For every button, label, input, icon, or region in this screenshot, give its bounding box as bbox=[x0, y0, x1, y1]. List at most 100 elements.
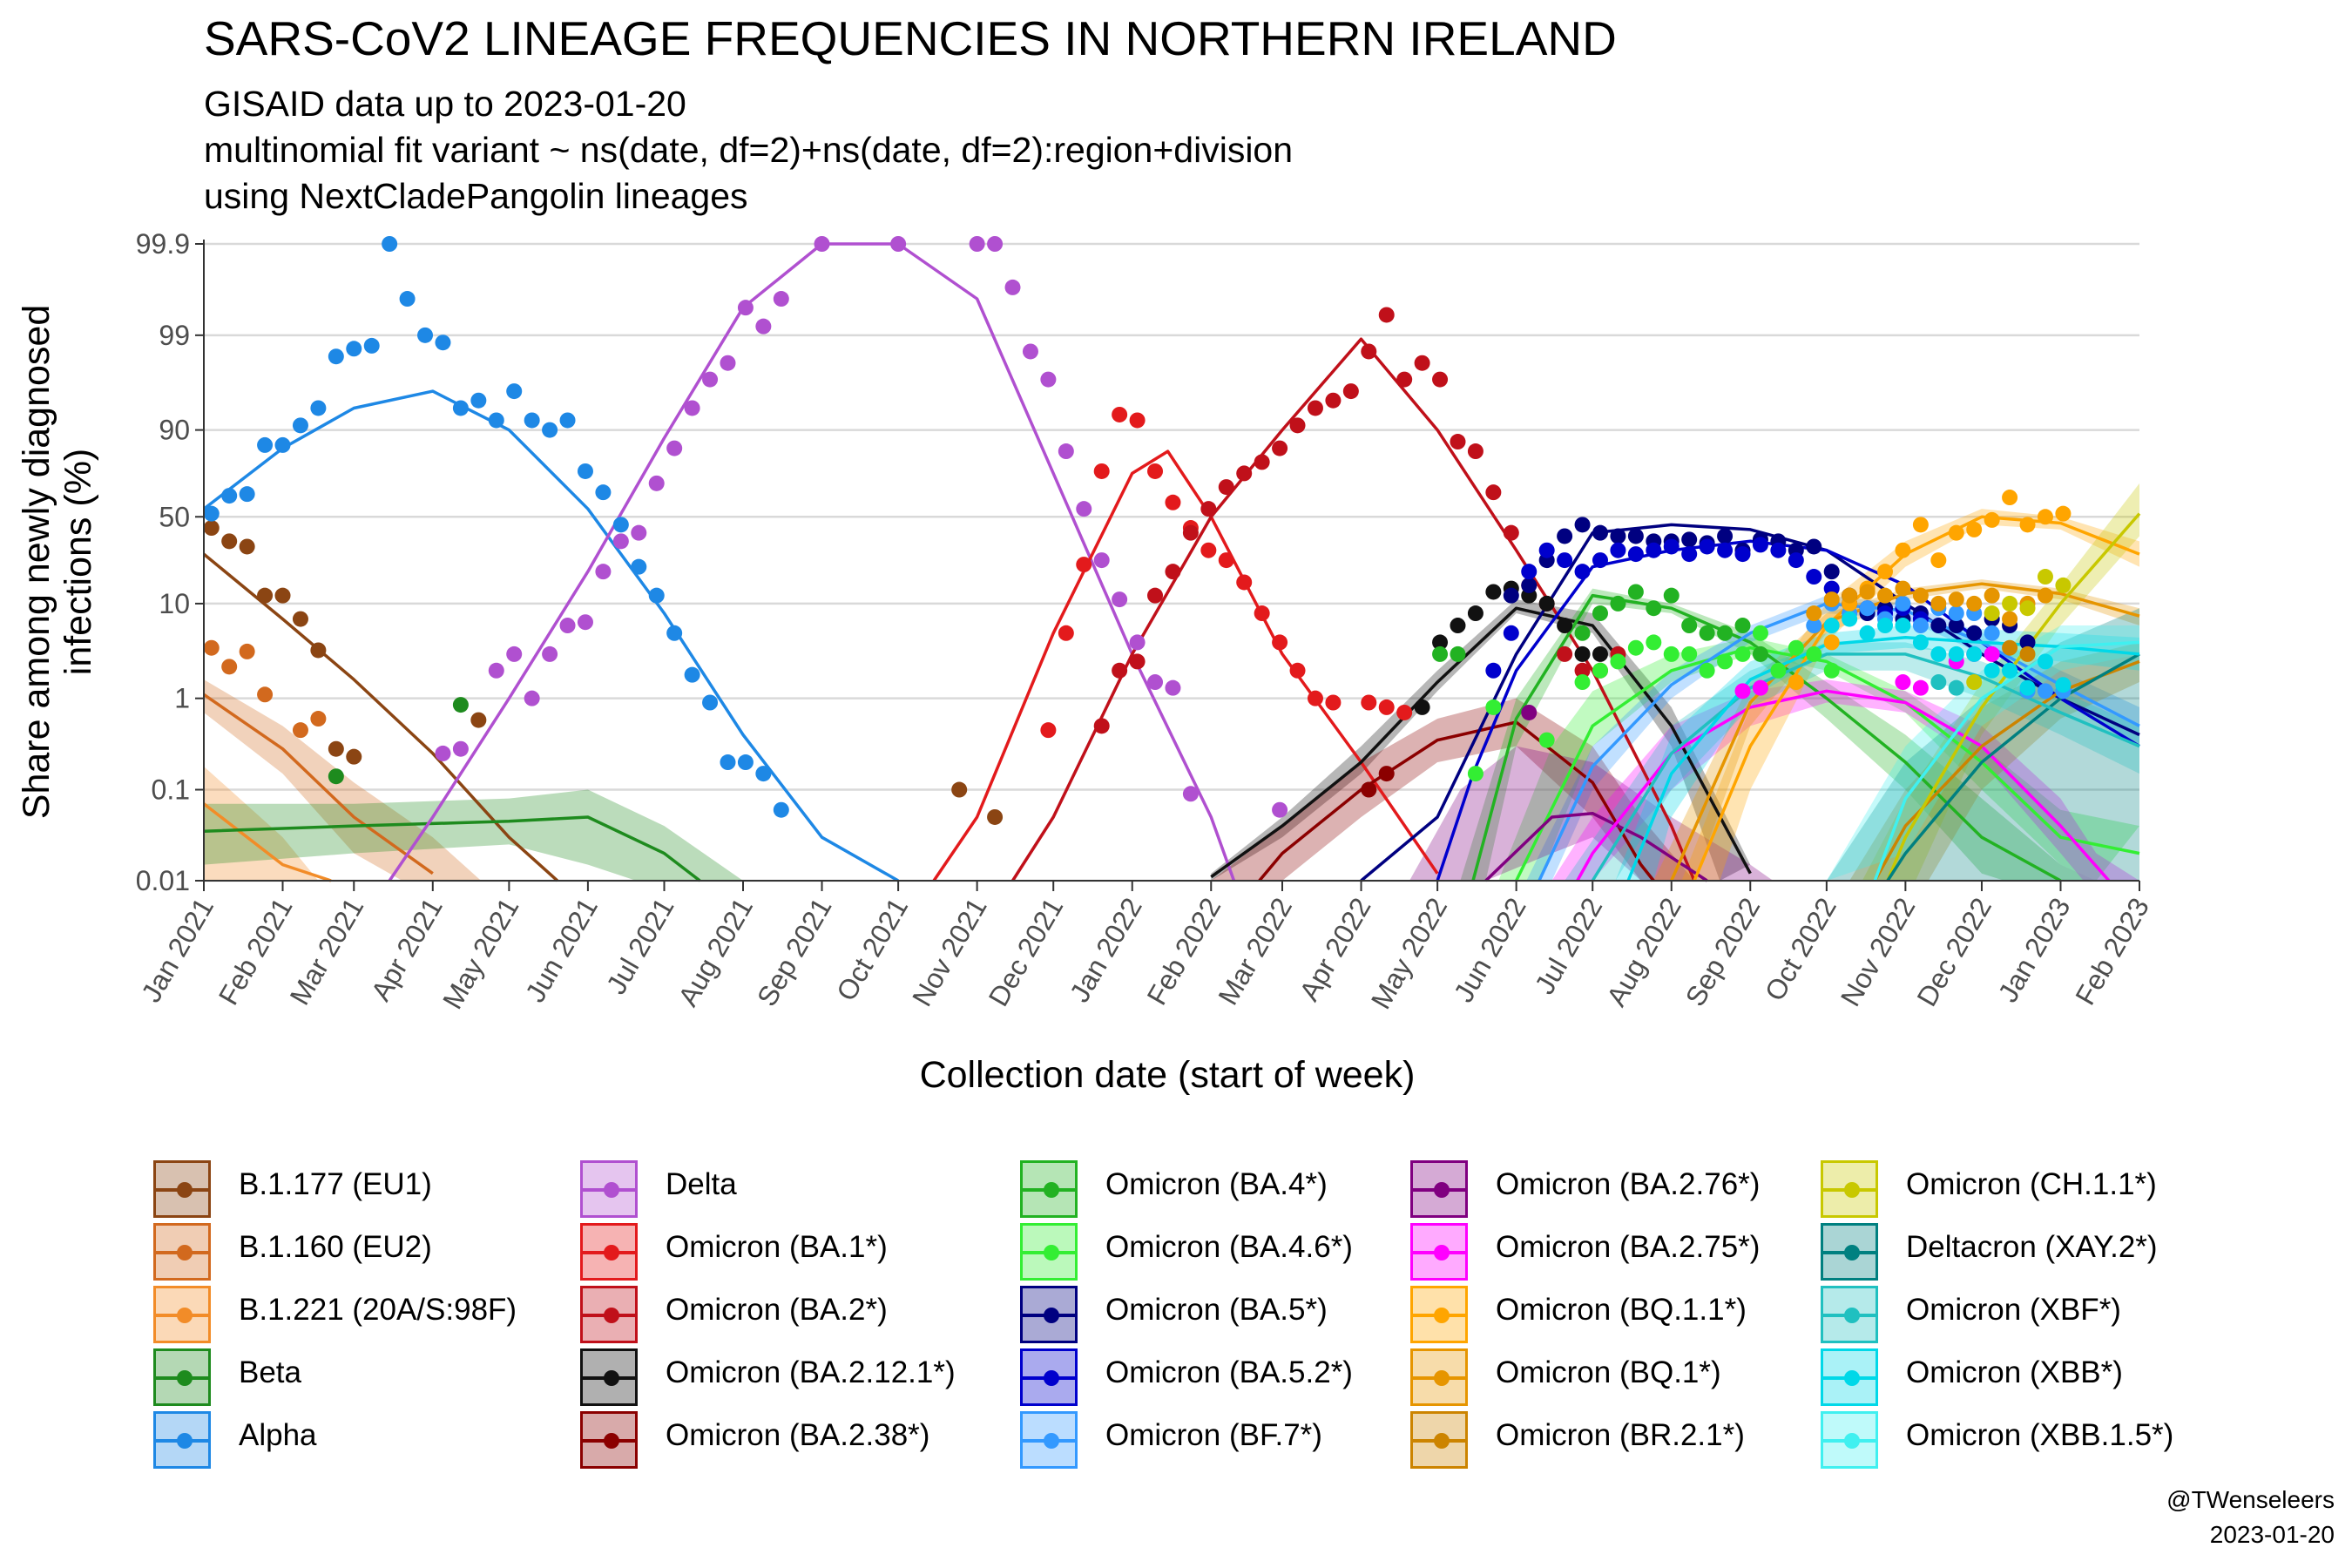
fit-line bbox=[1471, 593, 2062, 882]
data-point bbox=[2002, 639, 2018, 656]
data-point bbox=[1325, 694, 1342, 711]
data-point bbox=[737, 754, 754, 771]
fit-line bbox=[1626, 636, 2140, 882]
data-point bbox=[1877, 564, 1894, 580]
data-point bbox=[1236, 574, 1253, 591]
data-point bbox=[1574, 662, 1591, 679]
legend-item: Omicron (BR.2.1*) bbox=[1410, 1409, 1898, 1470]
x-tick-label: Oct 2022 bbox=[1759, 893, 1842, 1006]
data-point bbox=[1200, 542, 1217, 558]
data-point bbox=[257, 587, 274, 604]
confidence-band bbox=[1211, 698, 1695, 881]
data-point bbox=[2019, 517, 2036, 533]
data-point bbox=[1574, 645, 1591, 662]
fit-line bbox=[1886, 652, 2140, 882]
x-tick-label: Jan 2023 bbox=[1992, 893, 2077, 1008]
data-point bbox=[2037, 683, 2053, 700]
fit-line bbox=[202, 802, 332, 882]
legend-swatch bbox=[1410, 1223, 1468, 1281]
data-point bbox=[488, 662, 504, 679]
data-point bbox=[1752, 645, 1768, 662]
data-point bbox=[1521, 564, 1538, 580]
data-point bbox=[203, 639, 220, 656]
legend-swatch bbox=[153, 1286, 211, 1343]
data-point bbox=[452, 740, 469, 757]
data-point bbox=[1895, 618, 1911, 634]
legend-item: Beta bbox=[153, 1347, 641, 1408]
data-point bbox=[2055, 505, 2072, 522]
confidence-band bbox=[1681, 509, 2139, 881]
data-point bbox=[1699, 538, 1715, 555]
fit-line bbox=[1591, 652, 2140, 882]
legend-swatch bbox=[153, 1411, 211, 1469]
data-point bbox=[1236, 465, 1253, 482]
data-point bbox=[1467, 443, 1484, 460]
data-point bbox=[1734, 645, 1751, 662]
data-point bbox=[1307, 400, 1323, 416]
data-point bbox=[1361, 343, 1377, 360]
fit-line bbox=[203, 693, 434, 875]
data-point bbox=[1984, 605, 2000, 622]
data-point bbox=[328, 348, 344, 365]
data-point bbox=[1521, 704, 1538, 720]
data-point bbox=[2002, 611, 2018, 627]
legend-item: Omicron (BA.5*) bbox=[1020, 1284, 1508, 1345]
data-point bbox=[1912, 618, 1929, 634]
confidence-band bbox=[1498, 637, 2139, 881]
chart-title: SARS-CoV2 LINEAGE FREQUENCIES IN NORTHER… bbox=[204, 11, 1617, 65]
y-axis-title-line: infections (%) bbox=[57, 449, 99, 675]
fit-line bbox=[1873, 659, 2140, 882]
data-point bbox=[452, 400, 469, 416]
legend-item: Omicron (BQ.1.1*) bbox=[1410, 1284, 1898, 1345]
data-point bbox=[1823, 662, 1840, 679]
data-point bbox=[1574, 517, 1591, 533]
x-tick-label: Dec 2022 bbox=[1910, 893, 1997, 1012]
data-point bbox=[1806, 618, 1822, 634]
legend-label: Omicron (BQ.1*) bbox=[1496, 1355, 1721, 1389]
data-point bbox=[631, 558, 647, 575]
data-point bbox=[702, 371, 719, 388]
x-tick-label: Jan 2022 bbox=[1064, 893, 1148, 1008]
data-point bbox=[1503, 524, 1519, 541]
legend-item: B.1.221 (20A/S:98F) bbox=[153, 1284, 641, 1345]
legend-swatch bbox=[580, 1348, 638, 1406]
data-point bbox=[417, 327, 434, 343]
data-point bbox=[2002, 595, 2018, 612]
data-point bbox=[969, 236, 985, 252]
legend-label: Omicron (BA.2*) bbox=[666, 1293, 888, 1327]
data-point bbox=[1984, 645, 2000, 662]
data-point bbox=[1770, 542, 1787, 558]
data-point bbox=[595, 484, 612, 501]
data-point bbox=[1165, 494, 1181, 510]
data-point bbox=[542, 422, 558, 438]
data-point bbox=[577, 614, 593, 631]
fit-curves bbox=[202, 242, 2141, 882]
legend-item: Omicron (BA.2.12.1*) bbox=[580, 1347, 1068, 1408]
data-point bbox=[1432, 645, 1449, 662]
legend-swatch bbox=[153, 1348, 211, 1406]
fit-line bbox=[932, 449, 1439, 882]
data-point bbox=[292, 611, 308, 627]
data-point bbox=[773, 801, 789, 818]
data-point bbox=[1895, 580, 1911, 597]
data-point bbox=[1147, 463, 1164, 479]
data-point bbox=[1646, 542, 1662, 558]
data-point bbox=[1004, 279, 1021, 295]
data-point bbox=[2037, 653, 2053, 670]
data-point bbox=[1912, 679, 1929, 696]
data-point bbox=[542, 645, 558, 662]
data-point bbox=[1823, 591, 1840, 608]
fit-line bbox=[1210, 606, 1752, 879]
x-tick-label: Oct 2021 bbox=[830, 893, 914, 1006]
data-point bbox=[1752, 679, 1768, 696]
data-point bbox=[1627, 584, 1644, 600]
x-tick-label: Feb 2023 bbox=[2069, 893, 2155, 1010]
data-point bbox=[274, 587, 291, 604]
data-point bbox=[1930, 618, 1947, 634]
fit-line bbox=[1576, 689, 2111, 882]
data-point bbox=[2019, 600, 2036, 617]
confidence-band bbox=[1565, 642, 2139, 881]
data-point bbox=[1966, 674, 1983, 691]
legend-item: Omicron (BF.7*) bbox=[1020, 1409, 1508, 1470]
legend-swatch bbox=[580, 1411, 638, 1469]
